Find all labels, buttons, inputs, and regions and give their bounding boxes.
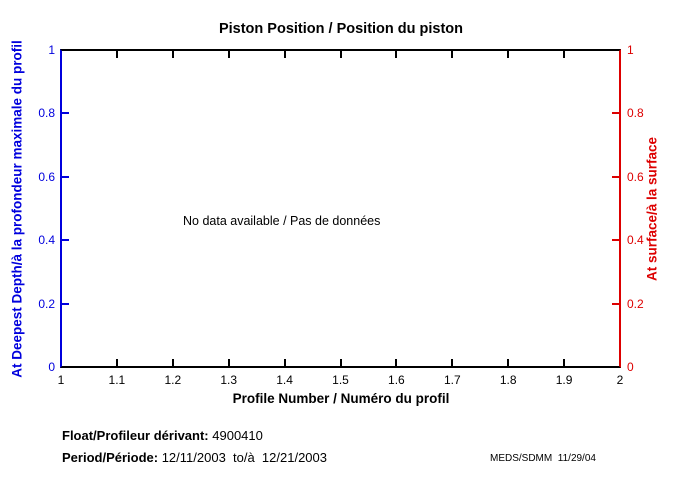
x-tick-top: [451, 51, 454, 58]
period-value: 12/11/2003 to/à 12/21/2003: [161, 450, 327, 465]
credit-text: MEDS/SDMM 11/29/04: [490, 453, 596, 464]
right-y-tick: [612, 239, 619, 242]
x-axis-label: Profile Number / Numéro du profil: [232, 391, 450, 406]
x-tick-top: [115, 51, 118, 58]
x-tick-bottom: [395, 359, 398, 366]
left-y-tick: [62, 302, 69, 305]
float-id-label: Float/Profileur dérivant:: [62, 428, 209, 443]
left-y-tick: [62, 175, 69, 178]
x-tick-label: 1.1: [108, 373, 126, 387]
plot-area: [60, 49, 621, 368]
x-tick-label: 1.3: [220, 373, 238, 387]
x-tick-top: [563, 51, 566, 58]
left-y-tick-label: 0.4: [38, 233, 55, 248]
left-y-tick-label: 0.2: [38, 296, 55, 311]
x-tick-bottom: [451, 359, 454, 366]
left-y-tick-label: 0: [48, 360, 55, 374]
left-y-axis-label: At Deepest Depth/à la profondeur maximal…: [9, 40, 25, 378]
x-tick-label: 1: [57, 373, 65, 387]
x-tick-label: 1.9: [555, 373, 573, 387]
x-tick-label: 1.4: [276, 373, 293, 387]
right-y-tick-label: 0.6: [627, 169, 644, 184]
x-tick-top: [395, 51, 398, 58]
x-tick-bottom: [507, 359, 510, 366]
x-tick-top: [339, 51, 342, 58]
chart-title: Piston Position / Position du piston: [218, 21, 464, 37]
right-y-tick-label: 0.2: [627, 296, 644, 311]
right-y-axis-label: At surface/à la surface: [644, 136, 660, 282]
x-tick-top: [227, 51, 230, 58]
x-tick-bottom: [339, 359, 342, 366]
float-id-value: 4900410: [212, 428, 263, 443]
left-y-tick-label: 0.8: [38, 106, 55, 121]
right-y-tick: [612, 175, 619, 178]
period-label: Period/Période:: [62, 450, 159, 465]
left-y-tick-label: 1: [48, 43, 55, 57]
left-y-tick: [62, 112, 69, 115]
x-tick-label: 1.5: [332, 373, 349, 387]
left-y-tick: [62, 239, 69, 242]
x-tick-top: [283, 51, 286, 58]
x-tick-label: 1.8: [499, 373, 517, 387]
left-y-tick-label: 0.6: [38, 169, 55, 184]
x-tick-label: 1.7: [443, 373, 461, 387]
right-y-tick-label: 1: [627, 43, 634, 57]
x-tick-label: 2: [616, 373, 624, 387]
x-tick-label: 1.2: [164, 373, 182, 387]
right-y-tick: [612, 302, 619, 305]
x-tick-top: [507, 51, 510, 58]
right-y-tick-label: 0: [627, 360, 634, 374]
x-tick-bottom: [115, 359, 118, 366]
x-tick-bottom: [283, 359, 286, 366]
float-id-line: Float/Profileur dérivant: 4900410: [62, 428, 263, 443]
right-y-tick-label: 0.8: [627, 106, 644, 121]
period-line: Period/Période: 12/11/2003 to/à 12/21/20…: [62, 450, 327, 465]
right-y-tick-label: 0.4: [627, 233, 644, 248]
no-data-message: No data available / Pas de données: [183, 214, 381, 228]
x-tick-bottom: [563, 359, 566, 366]
x-tick-bottom: [171, 359, 174, 366]
x-tick-label: 1.6: [388, 373, 405, 387]
x-tick-top: [171, 51, 174, 58]
x-tick-bottom: [227, 359, 230, 366]
right-y-tick: [612, 112, 619, 115]
